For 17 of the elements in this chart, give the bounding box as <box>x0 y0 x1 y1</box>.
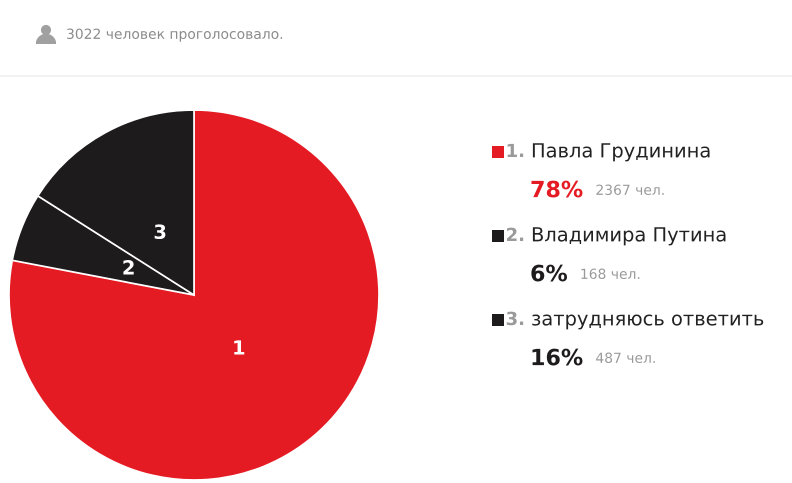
text: 168 чел. <box>581 268 640 280</box>
legend-label: Владимира Путина <box>532 227 726 246</box>
text: 1 <box>234 340 244 355</box>
legend-label: затрудняюсь ответить <box>532 314 764 330</box>
text: 2. <box>507 228 524 241</box>
text: 3 <box>154 224 166 240</box>
chart-title: 3022 человек проголосовало. <box>67 28 282 42</box>
text: 2367 чел. <box>596 184 664 196</box>
text: 3. <box>506 312 524 326</box>
text: 1. <box>508 144 524 157</box>
data-label: 6% <box>531 264 568 282</box>
pie-slice <box>8 109 380 481</box>
data-label: 16% <box>532 348 582 366</box>
data-label: 78% <box>531 180 582 198</box>
legend-label: Павла Грудинина <box>532 143 710 162</box>
text: 487 чел. <box>596 352 655 364</box>
text: 2 <box>123 260 134 274</box>
